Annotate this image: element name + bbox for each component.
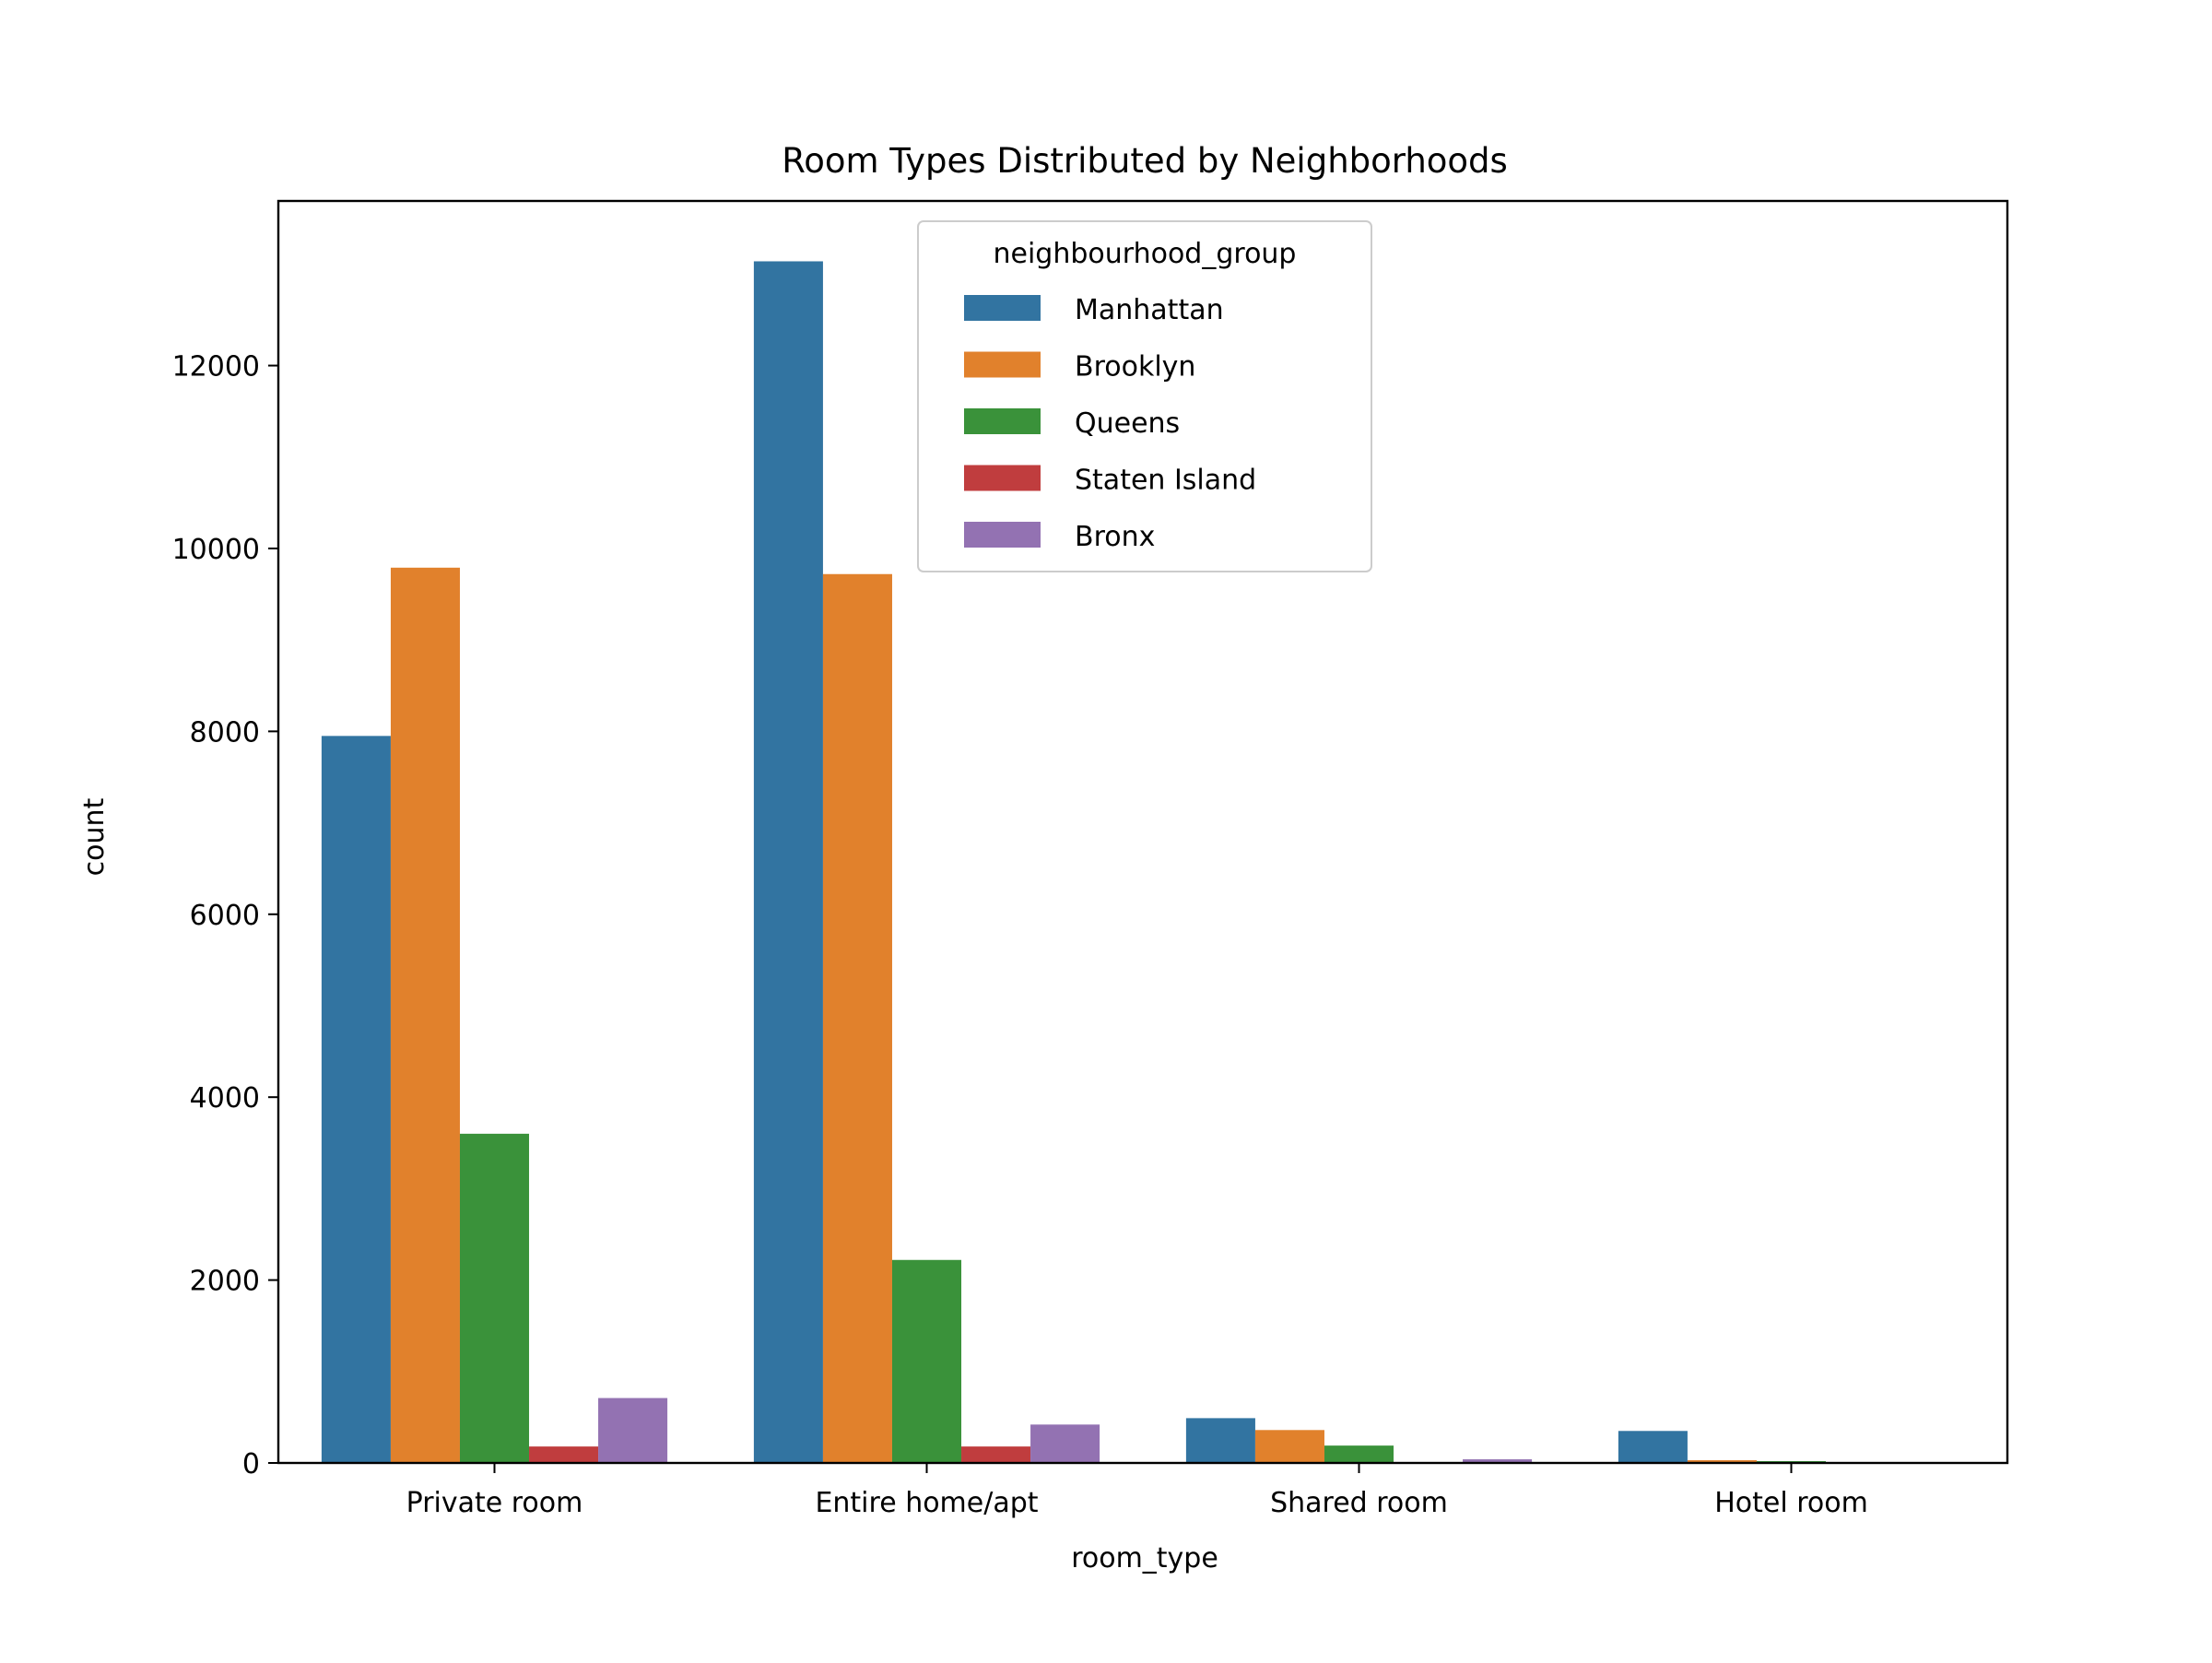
bar-bronx-2: [1463, 1459, 1533, 1463]
chart-title: Room Types Distributed by Neighborhoods: [782, 141, 1508, 181]
bar-bronx-1: [1030, 1424, 1100, 1463]
y-tick-label: 12000: [172, 351, 260, 383]
legend-swatch-queens: [964, 408, 1041, 434]
plot-frame: [276, 199, 2009, 1465]
x-tick-label: Private room: [406, 1487, 583, 1519]
bar-manhattan-1: [753, 261, 823, 1464]
legend-label-staten-island: Staten Island: [1075, 465, 1256, 497]
legend-frame: [917, 220, 1372, 572]
bar-staten-island-0: [529, 1446, 599, 1463]
legend-swatch-bronx: [964, 522, 1041, 548]
x-tick-label: Hotel room: [1714, 1487, 1868, 1519]
bar-staten-island-1: [961, 1446, 1031, 1463]
y-tick-label: 4000: [190, 1082, 260, 1115]
y-tick-label: 8000: [190, 716, 260, 749]
legend-label-manhattan: Manhattan: [1075, 294, 1224, 326]
bar-queens-0: [459, 1133, 530, 1463]
x-tick-label: Shared room: [1270, 1487, 1448, 1519]
bar-brooklyn-1: [822, 573, 892, 1463]
legend-label-bronx: Bronx: [1075, 521, 1155, 553]
bar-manhattan-2: [1185, 1418, 1255, 1463]
axes-layer: 0 2000 4000 6000 8000 10000 12000 Private room E…: [172, 199, 2009, 1519]
legend-swatch-brooklyn: [964, 351, 1041, 378]
bar-bronx-0: [598, 1398, 668, 1463]
y-tick-label: 6000: [190, 900, 260, 932]
legend-swatch-manhattan: [964, 295, 1041, 321]
bars-layer: [321, 261, 1827, 1464]
bar-queens-2: [1324, 1445, 1394, 1463]
x-tick-label: Entire home/apt: [815, 1487, 1038, 1519]
bar-manhattan-0: [321, 736, 391, 1463]
bar-brooklyn-0: [390, 567, 460, 1463]
bar-queens-1: [891, 1259, 962, 1463]
bar-brooklyn-3: [1687, 1460, 1757, 1463]
y-tick-label: 2000: [190, 1266, 260, 1298]
legend: neighbourhood_group Manhattan Brooklyn Quee…: [917, 220, 1372, 572]
legend-title: neighbourhood_group: [994, 238, 1297, 270]
bar-manhattan-3: [1618, 1431, 1688, 1463]
y-tick-label: 10000: [172, 534, 260, 566]
legend-label-brooklyn: Brooklyn: [1075, 351, 1195, 383]
y-axis-label: count: [78, 797, 111, 876]
x-axis-label: room_type: [1071, 1542, 1218, 1575]
legend-label-queens: Queens: [1075, 407, 1180, 440]
bar-brooklyn-2: [1254, 1430, 1324, 1463]
legend-swatch-staten-island: [964, 465, 1041, 491]
y-tick-label: 0: [242, 1448, 260, 1480]
